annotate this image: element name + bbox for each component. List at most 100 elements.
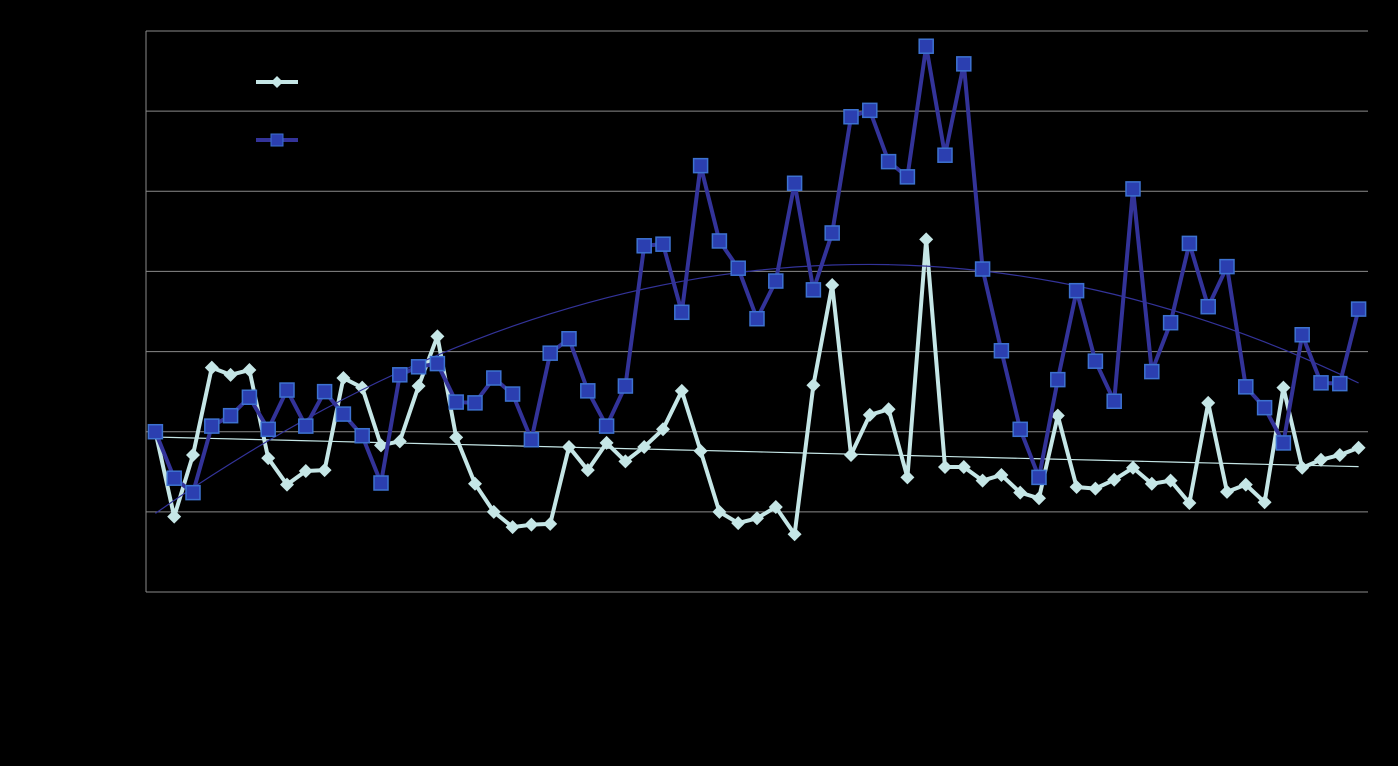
marker: [994, 467, 1009, 482]
marker: [204, 360, 219, 375]
marker: [1238, 477, 1253, 492]
marker: [298, 418, 314, 434]
marker: [1162, 314, 1179, 331]
marker: [1069, 480, 1084, 495]
marker: [1276, 380, 1291, 395]
marker: [373, 475, 389, 491]
marker: [674, 304, 690, 321]
marker: [429, 355, 446, 372]
marker: [147, 423, 164, 440]
marker: [731, 516, 746, 531]
marker: [1257, 495, 1272, 510]
marker: [1068, 282, 1085, 299]
marker: [674, 383, 689, 398]
y-tick-label: 6: [131, 103, 138, 117]
marker: [919, 232, 934, 247]
marker: [617, 378, 634, 394]
marker: [186, 447, 200, 462]
marker: [279, 382, 295, 398]
marker: [712, 504, 727, 519]
marker: [374, 438, 388, 453]
marker: [166, 470, 182, 486]
marker: [824, 225, 840, 241]
marker: [1332, 375, 1348, 392]
marker: [317, 463, 332, 478]
marker: [1294, 326, 1310, 343]
marker: [637, 439, 652, 454]
marker: [618, 454, 633, 469]
marker: [881, 402, 896, 417]
trendline: [155, 263, 1359, 514]
marker: [411, 379, 426, 394]
marker: [1220, 484, 1234, 499]
marker: [899, 169, 916, 185]
marker: [1031, 469, 1047, 486]
marker: [242, 363, 257, 378]
marker: [786, 175, 803, 192]
marker: [1332, 447, 1347, 462]
marker: [523, 431, 540, 448]
marker: [1314, 452, 1328, 467]
marker: [448, 394, 464, 410]
y-tick-label: 4: [131, 264, 138, 278]
marker: [730, 260, 746, 276]
marker: [1050, 408, 1065, 423]
marker: [599, 435, 614, 450]
marker: [900, 470, 915, 485]
marker: [392, 434, 407, 449]
marker: [260, 421, 276, 438]
marker: [844, 447, 858, 462]
marker: [843, 109, 859, 125]
marker: [749, 310, 765, 327]
marker: [580, 463, 595, 478]
legend-marker: [270, 133, 284, 147]
marker: [1144, 363, 1160, 380]
marker: [542, 345, 558, 361]
marker: [580, 383, 596, 399]
marker: [1350, 301, 1367, 317]
marker: [750, 511, 764, 526]
marker: [167, 509, 182, 524]
marker: [1238, 379, 1254, 395]
marker: [1106, 393, 1122, 410]
marker: [598, 418, 615, 434]
marker: [241, 389, 258, 406]
marker: [1351, 440, 1366, 455]
marker: [354, 427, 370, 444]
marker: [1201, 395, 1216, 410]
marker: [956, 459, 971, 474]
marker: [1107, 472, 1122, 487]
marker: [656, 422, 670, 437]
marker: [1032, 491, 1046, 506]
marker: [562, 439, 576, 454]
y-tick-label: 0: [131, 584, 138, 598]
y-tick-label: 5: [131, 183, 138, 197]
trendline: [155, 436, 1359, 468]
marker: [880, 153, 897, 170]
marker: [505, 520, 520, 535]
marker: [1182, 496, 1197, 511]
marker: [768, 500, 783, 515]
y-tick-label: 7: [131, 23, 138, 37]
marker: [692, 157, 709, 174]
marker: [805, 282, 822, 298]
marker: [655, 236, 671, 252]
marker: [486, 504, 501, 519]
marker: [956, 56, 972, 72]
marker: [222, 407, 239, 424]
marker: [430, 329, 445, 344]
marker: [468, 476, 482, 491]
marker: [504, 386, 521, 402]
marker: [1088, 481, 1103, 496]
marker: [975, 473, 990, 488]
marker: [410, 359, 427, 375]
marker: [1012, 421, 1028, 438]
marker: [1144, 476, 1159, 491]
marker: [467, 395, 483, 411]
marker: [1050, 371, 1066, 388]
marker: [787, 527, 802, 542]
marker: [918, 38, 934, 54]
marker: [1181, 235, 1198, 252]
